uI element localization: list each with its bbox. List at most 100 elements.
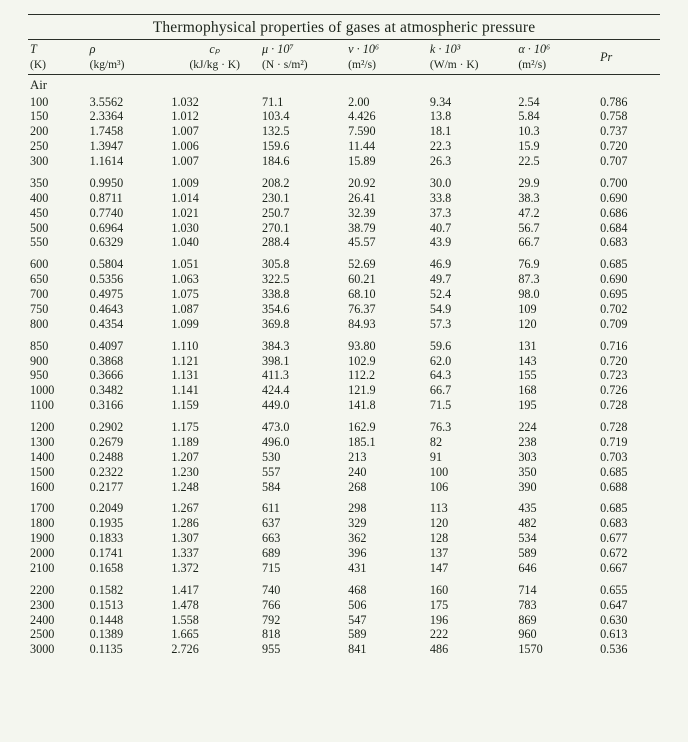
rule-top xyxy=(28,14,660,15)
table-cell: 137 xyxy=(428,546,516,561)
table-cell: 15.89 xyxy=(346,154,428,169)
table-row: 5500.63291.040288.445.5743.966.70.683 xyxy=(28,235,660,250)
table-cell: 109 xyxy=(516,302,598,317)
col-header: ν · 10⁶ (m²/s) xyxy=(346,40,428,74)
table-row: 18000.19351.2866373291204820.683 xyxy=(28,516,660,531)
table-row: 10000.34821.141424.4121.966.71680.726 xyxy=(28,383,660,398)
table-cell: 1.3947 xyxy=(88,139,170,154)
table-cell: 62.0 xyxy=(428,354,516,369)
table-cell: 329 xyxy=(346,516,428,531)
table-cell: 45.57 xyxy=(346,235,428,250)
table-cell: 1.665 xyxy=(169,627,260,642)
table-cell: 0.728 xyxy=(598,413,660,435)
table-cell: 1600 xyxy=(28,480,88,495)
table-cell: 155 xyxy=(516,368,598,383)
table-cell: 411.3 xyxy=(260,368,346,383)
table-cell: 0.688 xyxy=(598,480,660,495)
table-cell: 0.700 xyxy=(598,169,660,191)
table-cell: 1.7458 xyxy=(88,124,170,139)
table-cell: 1.110 xyxy=(169,332,260,354)
table-row: 12000.29021.175473.0162.976.32240.728 xyxy=(28,413,660,435)
table-cell: 52.69 xyxy=(346,250,428,272)
table-row: 4000.87111.014230.126.4133.838.30.690 xyxy=(28,191,660,206)
table-cell: 506 xyxy=(346,598,428,613)
table-cell: 0.683 xyxy=(598,235,660,250)
table-cell: 76.37 xyxy=(346,302,428,317)
table-row: 24000.14481.5587925471968690.630 xyxy=(28,613,660,628)
table-cell: 38.3 xyxy=(516,191,598,206)
table-cell: 7.590 xyxy=(346,124,428,139)
table-cell: 40.7 xyxy=(428,221,516,236)
table-cell: 646 xyxy=(516,561,598,576)
col-header: α · 10⁶ (m²/s) xyxy=(516,40,598,74)
table-cell: 0.758 xyxy=(598,109,660,124)
table-cell: 1.267 xyxy=(169,494,260,516)
table-cell: 0.1658 xyxy=(88,561,170,576)
table-cell: 1.372 xyxy=(169,561,260,576)
table-cell: 850 xyxy=(28,332,88,354)
table-cell: 208.2 xyxy=(260,169,346,191)
table-cell: 1.075 xyxy=(169,287,260,302)
table-row: 4500.77401.021250.732.3937.347.20.686 xyxy=(28,206,660,221)
table-cell: 71.1 xyxy=(260,95,346,110)
table-cell: 0.4097 xyxy=(88,332,170,354)
table-cell: 222 xyxy=(428,627,516,642)
table-cell: 0.703 xyxy=(598,450,660,465)
table-cell: 0.1389 xyxy=(88,627,170,642)
table-cell: 714 xyxy=(516,576,598,598)
table-cell: 0.2177 xyxy=(88,480,170,495)
table-cell: 2400 xyxy=(28,613,88,628)
table-row: 1003.55621.03271.12.009.342.540.786 xyxy=(28,95,660,110)
table-cell: 32.39 xyxy=(346,206,428,221)
table-cell: 33.8 xyxy=(428,191,516,206)
table-header: T (K) ρ (kg/m³) cₚ (kJ/kg · K) μ · 10⁷ (… xyxy=(28,40,660,74)
table-cell: 1100 xyxy=(28,398,88,413)
table-cell: 141.8 xyxy=(346,398,428,413)
table-cell: 66.7 xyxy=(428,383,516,398)
table-cell: 1.014 xyxy=(169,191,260,206)
table-cell: 0.4643 xyxy=(88,302,170,317)
table-cell: 900 xyxy=(28,354,88,369)
table-cell: 29.9 xyxy=(516,169,598,191)
table-cell: 0.720 xyxy=(598,354,660,369)
table-cell: 76.9 xyxy=(516,250,598,272)
table-cell: 600 xyxy=(28,250,88,272)
properties-table: T (K) ρ (kg/m³) cₚ (kJ/kg · K) μ · 10⁷ (… xyxy=(28,40,660,657)
table-cell: 93.80 xyxy=(346,332,428,354)
table-cell: 322.5 xyxy=(260,272,346,287)
col-unit: (K) xyxy=(30,59,46,71)
table-cell: 238 xyxy=(516,435,598,450)
table-cell: 159.6 xyxy=(260,139,346,154)
table-cell: 869 xyxy=(516,613,598,628)
table-cell: 66.7 xyxy=(516,235,598,250)
table-cell: 362 xyxy=(346,531,428,546)
table-cell: 160 xyxy=(428,576,516,598)
table-cell: 2.726 xyxy=(169,642,260,657)
table-cell: 0.685 xyxy=(598,250,660,272)
table-cell: 486 xyxy=(428,642,516,657)
table-cell: 1.141 xyxy=(169,383,260,398)
table-cell: 0.726 xyxy=(598,383,660,398)
table-cell: 11.44 xyxy=(346,139,428,154)
table-cell: 18.1 xyxy=(428,124,516,139)
table-cell: 143 xyxy=(516,354,598,369)
table-cell: 1.063 xyxy=(169,272,260,287)
table-cell: 637 xyxy=(260,516,346,531)
table-row: 8500.40971.110384.393.8059.61310.716 xyxy=(28,332,660,354)
table-cell: 57.3 xyxy=(428,317,516,332)
table-row: 25000.13891.6658185892229600.613 xyxy=(28,627,660,642)
table-row: 15000.23221.2305572401003500.685 xyxy=(28,465,660,480)
table-cell: 230.1 xyxy=(260,191,346,206)
table-cell: 0.683 xyxy=(598,516,660,531)
table-cell: 1.189 xyxy=(169,435,260,450)
table-cell: 350 xyxy=(28,169,88,191)
table-cell: 663 xyxy=(260,531,346,546)
table-cell: 46.9 xyxy=(428,250,516,272)
table-cell: 1.051 xyxy=(169,250,260,272)
table-cell: 2100 xyxy=(28,561,88,576)
table-cell: 449.0 xyxy=(260,398,346,413)
col-unit: (m²/s) xyxy=(518,59,546,71)
table-cell: 0.723 xyxy=(598,368,660,383)
table-cell: 0.695 xyxy=(598,287,660,302)
table-cell: 0.667 xyxy=(598,561,660,576)
